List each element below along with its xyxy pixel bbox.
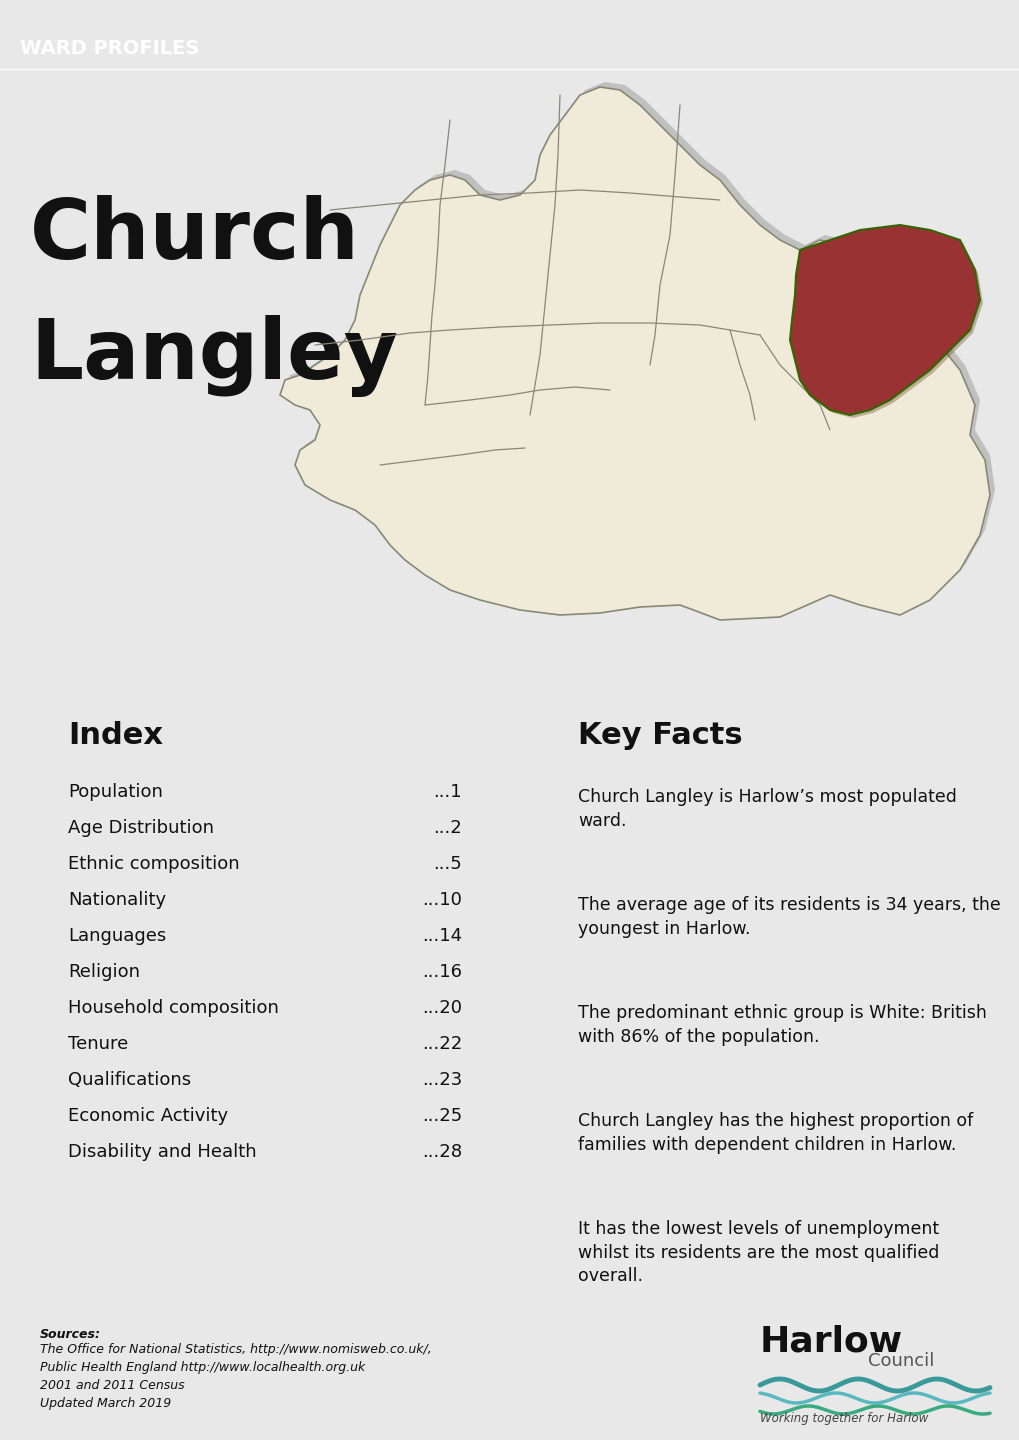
Text: ...20: ...20 bbox=[422, 999, 462, 1017]
Polygon shape bbox=[792, 228, 982, 418]
Text: Ethnic composition: Ethnic composition bbox=[68, 855, 239, 873]
Text: WARD PROFILES: WARD PROFILES bbox=[20, 39, 200, 58]
Text: Nationality: Nationality bbox=[68, 891, 166, 909]
Text: ...25: ...25 bbox=[421, 1107, 462, 1125]
Text: Council: Council bbox=[867, 1352, 933, 1369]
Text: Langley: Langley bbox=[30, 315, 397, 397]
Text: The average age of its residents is 34 years, the
youngest in Harlow.: The average age of its residents is 34 y… bbox=[578, 896, 1000, 937]
Text: ...2: ...2 bbox=[433, 819, 462, 837]
Text: Church: Church bbox=[30, 194, 360, 276]
Text: ...28: ...28 bbox=[422, 1143, 462, 1161]
Text: ...5: ...5 bbox=[433, 855, 462, 873]
Text: Age Distribution: Age Distribution bbox=[68, 819, 214, 837]
Text: ...10: ...10 bbox=[422, 891, 462, 909]
Text: ...14: ...14 bbox=[422, 927, 462, 945]
Text: Languages: Languages bbox=[68, 927, 166, 945]
Text: Church Langley is Harlow’s most populated
ward.: Church Langley is Harlow’s most populate… bbox=[578, 788, 956, 829]
Text: Population: Population bbox=[68, 783, 163, 801]
Text: Tenure: Tenure bbox=[68, 1035, 128, 1053]
Polygon shape bbox=[284, 82, 994, 615]
Text: Economic Activity: Economic Activity bbox=[68, 1107, 228, 1125]
Text: Harlow: Harlow bbox=[759, 1325, 902, 1359]
Text: Key Facts: Key Facts bbox=[578, 721, 742, 750]
Text: Working together for Harlow: Working together for Harlow bbox=[759, 1413, 927, 1426]
Text: ...22: ...22 bbox=[421, 1035, 462, 1053]
Polygon shape bbox=[280, 86, 989, 621]
Text: Religion: Religion bbox=[68, 963, 140, 981]
Text: Disability and Health: Disability and Health bbox=[68, 1143, 257, 1161]
Text: It has the lowest levels of unemployment
whilst its residents are the most quali: It has the lowest levels of unemployment… bbox=[578, 1220, 938, 1284]
Text: The predominant ethnic group is White: British
with 86% of the population.: The predominant ethnic group is White: B… bbox=[578, 1004, 986, 1045]
Text: Church Langley has the highest proportion of
families with dependent children in: Church Langley has the highest proportio… bbox=[578, 1112, 972, 1153]
Text: Qualifications: Qualifications bbox=[68, 1071, 191, 1089]
Text: The Office for National Statistics, http://www.nomisweb.co.uk/,
Public Health En: The Office for National Statistics, http… bbox=[40, 1344, 431, 1410]
Text: ...1: ...1 bbox=[433, 783, 462, 801]
Polygon shape bbox=[790, 225, 979, 415]
Text: ...23: ...23 bbox=[421, 1071, 462, 1089]
Text: Index: Index bbox=[68, 721, 163, 750]
Text: Sources:: Sources: bbox=[40, 1328, 101, 1341]
Text: ...16: ...16 bbox=[422, 963, 462, 981]
Text: Household composition: Household composition bbox=[68, 999, 278, 1017]
